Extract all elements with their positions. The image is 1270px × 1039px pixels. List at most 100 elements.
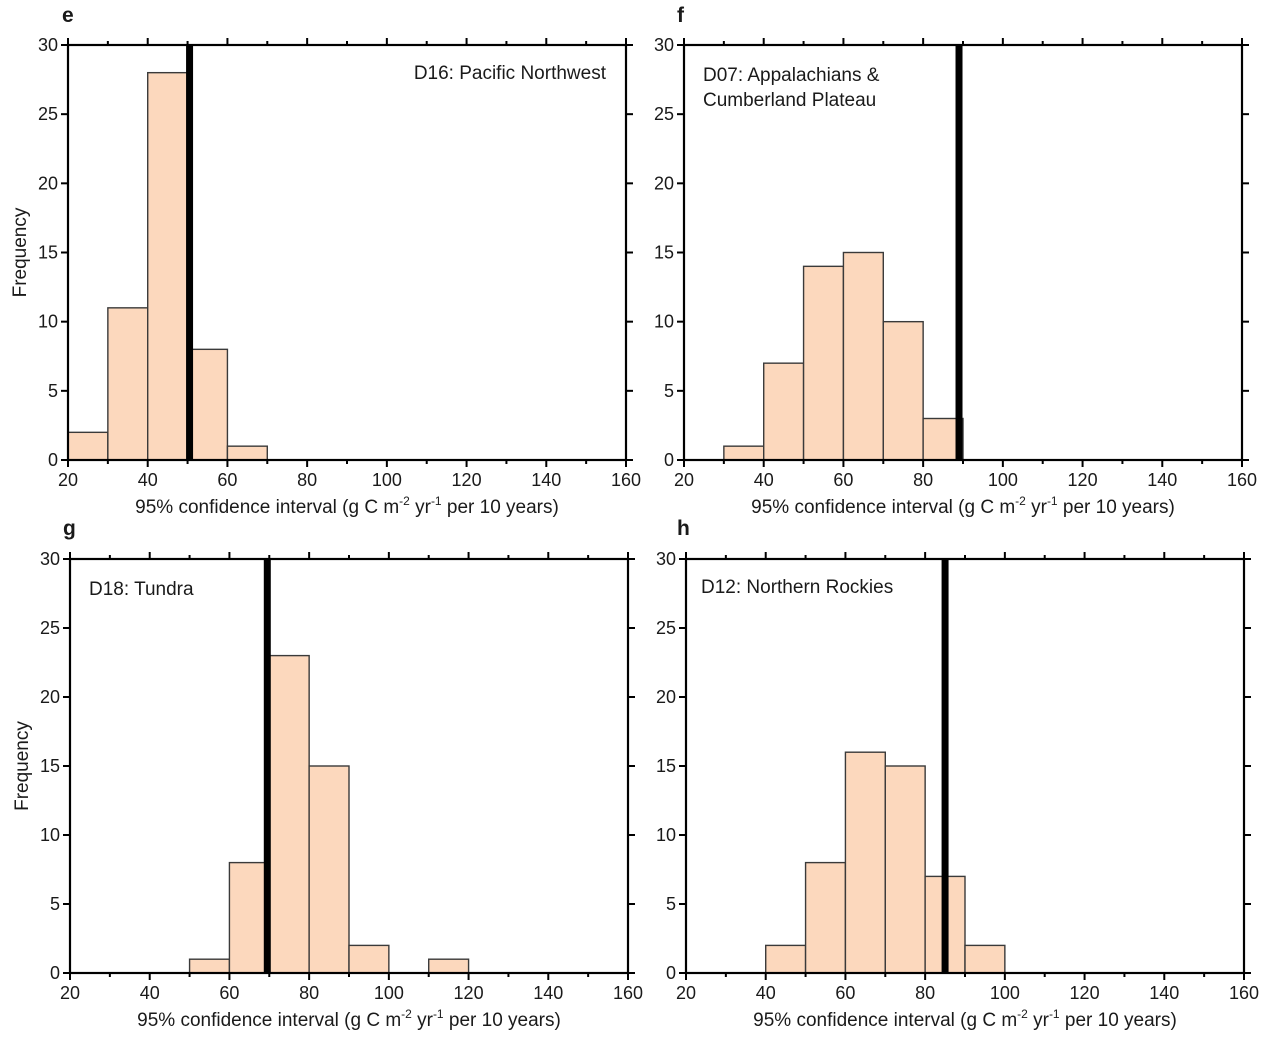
y-tick-label: 15 xyxy=(654,243,674,263)
x-axis-title-superscript: -1 xyxy=(431,494,442,508)
histogram-bar xyxy=(107,307,149,461)
y-tick-label: 25 xyxy=(40,618,60,638)
y-tick-label: 5 xyxy=(50,894,60,914)
histogram-bar xyxy=(308,765,350,974)
y-tick-label: 10 xyxy=(654,312,674,332)
x-axis-title-part: yr xyxy=(412,1010,434,1031)
x-tick-label: 140 xyxy=(531,470,561,490)
panel-g: 20 40 60 80 100 120 140 160 0 5 10 15 20 25 30 95% conf… xyxy=(12,517,643,1031)
x-tick-label: 160 xyxy=(613,983,643,1003)
histogram-bar xyxy=(763,362,805,461)
y-tick-label: 0 xyxy=(48,450,58,470)
histogram-bar xyxy=(802,265,845,461)
panel-f: 20 40 60 80 100 120 140 160 0 5 10 15 20 25 30 95% conf… xyxy=(654,4,1257,518)
histogram-bar xyxy=(884,765,926,974)
region-label: D16: Pacific Northwest xyxy=(414,63,607,84)
y-tick-label: 20 xyxy=(38,173,58,193)
x-tick-label: 40 xyxy=(754,470,774,490)
x-axis-title: 95% confidence interval (g C m-2 yr-1 pe… xyxy=(137,1007,561,1031)
region-label: Cumberland Plateau xyxy=(703,90,876,111)
x-tick-label: 80 xyxy=(913,470,933,490)
y-tick-label: 20 xyxy=(40,687,60,707)
x-tick-label: 120 xyxy=(454,983,484,1003)
x-tick-label: 160 xyxy=(1229,983,1259,1003)
y-tick-label: 30 xyxy=(654,35,674,55)
x-tick-label: 40 xyxy=(756,983,776,1003)
panel-letter: f xyxy=(677,4,685,27)
y-tick-label: 5 xyxy=(48,381,58,401)
y-tick-label: 25 xyxy=(656,618,676,638)
x-tick-label: 60 xyxy=(219,983,239,1003)
histogram-bar xyxy=(765,944,807,974)
x-tick-label: 120 xyxy=(1068,470,1098,490)
x-axis-title: 95% confidence interval (g C m-2 yr-1 pe… xyxy=(135,494,559,518)
y-axis-title: Frequency xyxy=(10,207,31,297)
y-tick-label: 10 xyxy=(38,312,58,332)
x-tick-label: 20 xyxy=(676,983,696,1003)
x-axis-title-superscript: -1 xyxy=(1049,1007,1060,1021)
x-tick-label: 40 xyxy=(138,470,158,490)
x-axis-title: 95% confidence interval (g C m-2 yr-1 pe… xyxy=(753,1007,1177,1031)
x-tick-label: 120 xyxy=(452,470,482,490)
x-tick-label: 20 xyxy=(58,470,78,490)
panel-letter: g xyxy=(63,517,76,540)
y-tick-label: 25 xyxy=(654,104,674,124)
y-tick-label: 30 xyxy=(38,35,58,55)
region-label: D12: Northern Rockies xyxy=(701,577,893,598)
panel-e: 20 40 60 80 100 120 140 160 0 5 10 15 20 25 30 95% conf… xyxy=(10,4,641,518)
y-tick-label: 15 xyxy=(40,756,60,776)
region-label: D18: Tundra xyxy=(89,579,194,600)
x-tick-label: 60 xyxy=(833,470,853,490)
x-axis-title-part: per 10 years) xyxy=(1060,1010,1177,1031)
y-tick-label: 25 xyxy=(38,104,58,124)
y-tick-label: 0 xyxy=(50,963,60,983)
x-tick-label: 140 xyxy=(533,983,563,1003)
x-axis-title-part: 95% confidence interval (g C m xyxy=(137,1010,401,1031)
x-axis-title-part: per 10 years) xyxy=(442,497,559,518)
histogram-bar xyxy=(188,958,231,974)
x-tick-label: 80 xyxy=(915,983,935,1003)
histogram-bar xyxy=(882,320,924,461)
histogram-bar xyxy=(428,958,470,974)
region-label: D07: Appalachians & xyxy=(703,65,880,86)
x-tick-label: 160 xyxy=(1227,470,1257,490)
x-axis-title-part: 95% confidence interval (g C m xyxy=(135,497,399,518)
y-tick-label: 20 xyxy=(656,687,676,707)
x-tick-label: 20 xyxy=(60,983,80,1003)
x-tick-label: 80 xyxy=(299,983,319,1003)
x-axis-title-part: yr xyxy=(410,497,432,518)
y-tick-label: 0 xyxy=(664,450,674,470)
y-tick-label: 15 xyxy=(656,756,676,776)
x-axis-title-superscript: -2 xyxy=(1015,494,1026,508)
x-tick-label: 100 xyxy=(374,983,404,1003)
histogram-bar xyxy=(67,431,109,461)
histogram-bar xyxy=(268,654,310,974)
histogram-bar xyxy=(964,944,1006,974)
x-axis-title-part: yr xyxy=(1026,497,1048,518)
x-axis-title: 95% confidence interval (g C m-2 yr-1 pe… xyxy=(751,494,1175,518)
x-tick-label: 100 xyxy=(990,983,1020,1003)
x-tick-label: 160 xyxy=(611,470,641,490)
y-axis-title: Frequency xyxy=(12,721,33,811)
x-tick-label: 60 xyxy=(835,983,855,1003)
x-tick-label: 20 xyxy=(674,470,694,490)
y-tick-label: 10 xyxy=(40,825,60,845)
histogram-bar xyxy=(147,71,189,461)
x-tick-label: 140 xyxy=(1149,983,1179,1003)
x-axis-title-part: 95% confidence interval (g C m xyxy=(751,497,1015,518)
histogram-bar xyxy=(226,445,268,461)
x-axis-title-superscript: -1 xyxy=(433,1007,444,1021)
panel-letter: h xyxy=(677,517,690,540)
x-tick-label: 60 xyxy=(217,470,237,490)
histogram-bar xyxy=(844,751,886,974)
y-tick-label: 5 xyxy=(666,894,676,914)
x-axis-title-superscript: -1 xyxy=(1047,494,1058,508)
histogram-bar xyxy=(842,251,884,461)
x-tick-label: 140 xyxy=(1147,470,1177,490)
x-tick-label: 120 xyxy=(1070,983,1100,1003)
x-axis-title-superscript: -2 xyxy=(401,1007,412,1021)
x-axis-title-superscript: -2 xyxy=(1017,1007,1028,1021)
histogram-bar xyxy=(804,861,847,974)
panel-letter: e xyxy=(62,4,74,27)
